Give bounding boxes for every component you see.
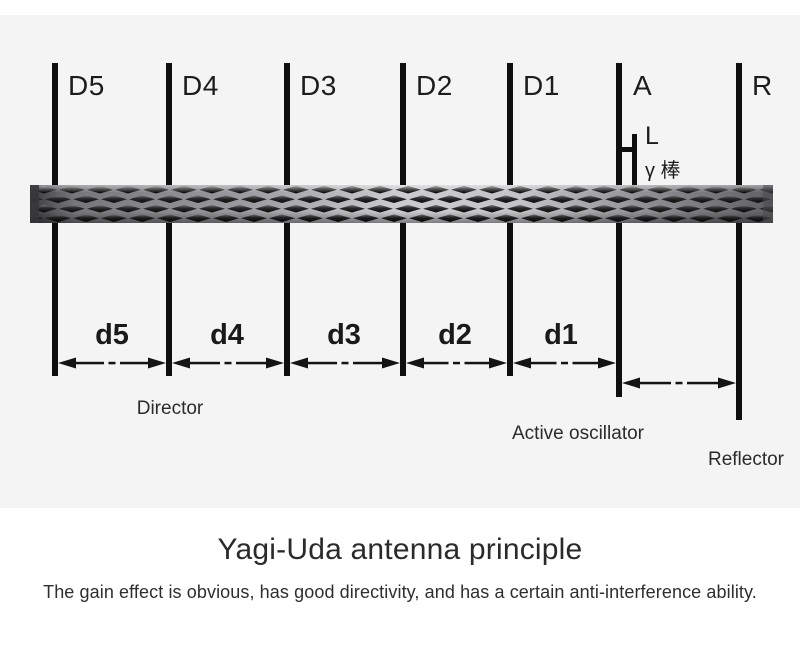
element-line-active <box>616 63 622 397</box>
dimension-label-d3: d3 <box>327 319 361 351</box>
caption-director: Director <box>136 398 204 419</box>
dimension-label-d1: d1 <box>544 319 578 351</box>
antenna-diagram-panel: D5 D4 D3 D2 D1 A R L γ 棒 <box>0 15 800 508</box>
caption-reflector: Reflector <box>707 449 785 470</box>
dimension-label-d5: d5 <box>95 319 129 351</box>
caption-active-oscillator: Active oscillator <box>512 423 644 444</box>
element-label-d5: D5 <box>68 70 105 101</box>
boom-braided-bar <box>30 185 773 223</box>
element-label-active: A <box>633 70 653 101</box>
page-title: Yagi-Uda antenna principle <box>217 533 583 566</box>
gamma-length-label: L <box>645 122 659 150</box>
element-label-d3: D3 <box>300 70 337 101</box>
element-label-d2: D2 <box>416 70 453 101</box>
dimension-label-d2: d2 <box>438 319 472 351</box>
dimension-arrow-d5 <box>58 357 166 369</box>
element-label-d4: D4 <box>182 70 219 101</box>
page-subtitle: The gain effect is obvious, has good dir… <box>43 582 757 602</box>
dimension-label-d4: d4 <box>210 319 244 351</box>
dimension-arrow-d1 <box>513 357 616 369</box>
element-label-d1: D1 <box>523 70 560 101</box>
dimension-arrow-d3 <box>290 357 400 369</box>
gamma-match-connector <box>621 147 633 152</box>
gamma-rod-label: γ 棒 <box>645 160 681 182</box>
dimension-arrow-active-reflector <box>622 377 736 389</box>
dimension-arrow-d2 <box>406 357 507 369</box>
element-label-reflector: R <box>752 70 773 101</box>
element-line-reflector <box>736 63 742 420</box>
dimension-arrow-d4 <box>172 357 284 369</box>
footer: Yagi-Uda antenna principle The gain effe… <box>0 508 800 603</box>
gamma-match-rod <box>632 134 637 188</box>
